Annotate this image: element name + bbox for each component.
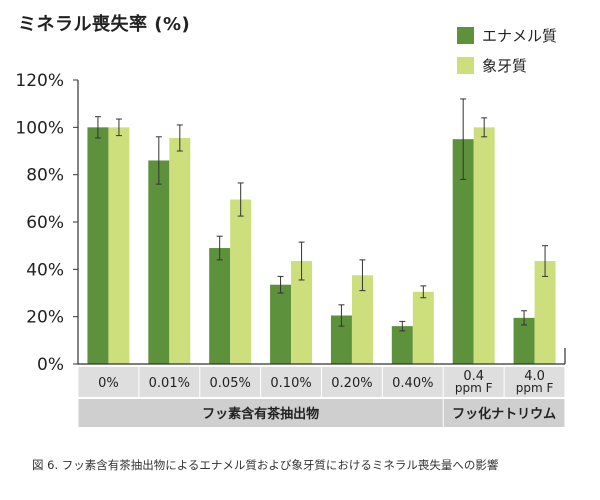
y-tick-label-5: 100% <box>15 118 64 138</box>
y-tick-label-2: 40% <box>26 260 64 280</box>
bar-s0-4 <box>330 315 352 364</box>
y-tick-label-1: 20% <box>26 308 64 328</box>
legend-swatch-dentin <box>457 56 474 74</box>
legend-label-dentin: 象牙質 <box>482 56 528 75</box>
category-band-0 <box>78 367 139 397</box>
bar-s1-3 <box>291 261 313 364</box>
category-label-1: 0.01% <box>149 376 190 391</box>
chart-title: ミネラル喪失率 (%) <box>18 14 191 35</box>
legend-item-enamel: エナメル質 <box>457 20 557 50</box>
bar-s0-7 <box>513 317 535 364</box>
group-label-0: フッ素含有茶抽出物 <box>202 406 319 422</box>
bar-s1-2 <box>230 199 252 364</box>
bar-s0-3 <box>270 284 292 364</box>
category-label-6: 0.4 ppm F <box>455 369 493 395</box>
category-band-6 <box>443 367 504 397</box>
figure-caption: 図 6. フッ素含有茶抽出物によるエナメル質および象牙質におけるミネラル喪失量へ… <box>32 458 499 472</box>
legend-label-enamel: エナメル質 <box>482 26 558 45</box>
category-band-2 <box>200 367 261 397</box>
group-band-0 <box>78 399 443 427</box>
bar-s1-6 <box>473 127 495 364</box>
group-band-1 <box>443 399 565 427</box>
bar-s0-0 <box>87 127 109 364</box>
group-label-1: フッ化ナトリウム <box>452 406 556 422</box>
bar-s0-6 <box>452 139 474 364</box>
category-label-0: 0% <box>98 376 119 391</box>
category-band-4 <box>322 367 382 397</box>
bar-s1-5 <box>412 291 434 364</box>
bar-s1-0 <box>108 127 130 364</box>
bar-s1-1 <box>169 137 191 364</box>
category-band-1 <box>139 367 200 397</box>
y-tick-label-3: 60% <box>26 213 64 233</box>
y-tick-label-0: 0% <box>37 355 64 375</box>
legend-item-dentin: 象牙質 <box>457 50 557 80</box>
bar-chart: フッ素含有茶抽出物 フッ化ナトリウム 0% 0.01% 0.05% 0.10% 0.20% 0… <box>15 71 566 427</box>
category-label-3: 0.10% <box>270 376 311 391</box>
bar-s0-1 <box>148 160 170 364</box>
category-label-4: 0.20% <box>331 376 372 391</box>
category-band-7 <box>504 367 565 397</box>
category-label-5: 0.40% <box>392 376 433 391</box>
category-label-2: 0.05% <box>210 376 251 391</box>
bar-s0-5 <box>391 326 413 364</box>
bar-s1-4 <box>351 275 373 364</box>
category-label-7: 4.0 ppm F <box>516 369 554 395</box>
bar-s1-7 <box>534 261 556 364</box>
category-band-3 <box>261 367 321 397</box>
legend: エナメル質 象牙質 <box>457 20 557 80</box>
bar-s0-2 <box>209 248 231 364</box>
y-tick-label-6: 120% <box>15 71 64 91</box>
legend-swatch-enamel <box>457 26 474 44</box>
y-tick-label-4: 80% <box>26 166 64 186</box>
category-band-5 <box>382 367 443 397</box>
